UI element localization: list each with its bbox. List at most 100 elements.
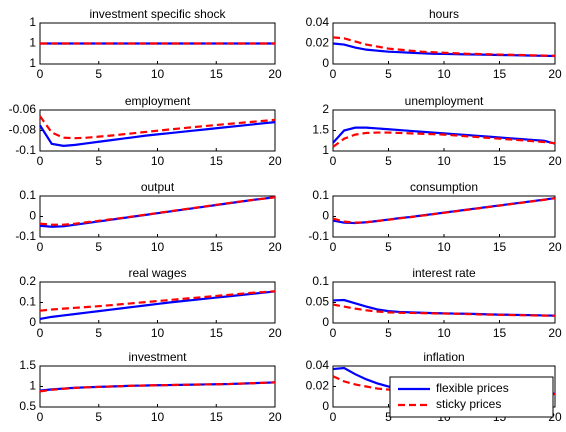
x-tick-label: 10 — [151, 240, 165, 254]
axes-frame — [332, 22, 556, 65]
x-tick-label: 5 — [385, 154, 392, 168]
axes-frame — [332, 281, 556, 324]
x-tick-label: 0 — [37, 410, 44, 424]
x-tick-label: 0 — [37, 67, 44, 81]
y-tick-label: 1 — [29, 36, 36, 50]
y-tick-label: -0.08 — [9, 123, 37, 137]
series-line — [332, 126, 556, 145]
y-tick-label: -0.06 — [9, 102, 37, 116]
subplot-title: consumption — [410, 180, 478, 194]
x-tick-label: 10 — [151, 154, 165, 168]
x-tick-label: 5 — [95, 240, 102, 254]
y-tick-label: -0.1 — [15, 143, 36, 157]
y-tick-label: 1.5 — [312, 123, 329, 137]
y-tick-label: 1 — [29, 379, 36, 393]
x-tick-label: 5 — [385, 326, 392, 340]
x-tick-label: 20 — [268, 410, 282, 424]
x-tick-label: 10 — [151, 326, 165, 340]
y-tick-label: 0.02 — [306, 36, 330, 50]
axes-frame — [332, 109, 556, 152]
x-tick-label: 0 — [37, 240, 44, 254]
x-tick-label: 15 — [210, 67, 224, 81]
x-tick-label: 20 — [268, 240, 282, 254]
series-line — [39, 290, 276, 312]
y-tick-label: 0.1 — [19, 188, 36, 202]
series-line — [39, 121, 276, 147]
y-tick-label: 0 — [322, 315, 329, 329]
x-tick-label: 15 — [210, 410, 224, 424]
x-tick-label: 20 — [548, 154, 562, 168]
x-tick-label: 10 — [437, 67, 451, 81]
x-tick-label: 10 — [151, 410, 165, 424]
x-tick-label: 5 — [385, 240, 392, 254]
x-tick-label: 10 — [437, 240, 451, 254]
axes-frame — [39, 281, 276, 324]
y-tick-label: 0 — [29, 315, 36, 329]
legend-box — [389, 376, 554, 418]
axes-frame — [39, 365, 276, 408]
x-tick-label: 15 — [210, 240, 224, 254]
x-tick-label: 5 — [95, 326, 102, 340]
series-line — [332, 131, 556, 148]
subplot-title: hours — [429, 7, 459, 21]
subplot-title: real wages — [128, 266, 186, 280]
x-tick-label: 0 — [330, 410, 337, 424]
series-line — [332, 303, 556, 317]
x-tick-label: 20 — [548, 67, 562, 81]
legend-label: sticky prices — [436, 397, 501, 411]
y-tick-label: 0.1 — [19, 295, 36, 309]
x-tick-label: 15 — [493, 326, 507, 340]
y-tick-label: 0 — [322, 209, 329, 223]
subplot-title: employment — [125, 94, 191, 108]
subplot-title: interest rate — [412, 266, 476, 280]
y-tick-label: 0.2 — [19, 274, 36, 288]
series-line — [332, 197, 556, 224]
y-tick-label: 0.1 — [312, 274, 329, 288]
y-tick-label: 0 — [322, 399, 329, 413]
y-tick-label: 1 — [322, 143, 329, 157]
x-tick-label: 15 — [210, 326, 224, 340]
subplot-title: investment specific shock — [89, 7, 226, 21]
series-line — [39, 115, 276, 140]
x-tick-label: 0 — [37, 326, 44, 340]
series-line — [39, 196, 276, 226]
x-tick-label: 20 — [548, 326, 562, 340]
x-tick-label: 5 — [95, 67, 102, 81]
x-tick-label: 15 — [210, 154, 224, 168]
y-tick-label: 0 — [322, 56, 329, 70]
x-tick-label: 15 — [493, 67, 507, 81]
y-tick-label: 0.04 — [306, 358, 330, 372]
y-tick-label: 0.5 — [19, 399, 36, 413]
x-tick-label: 20 — [268, 67, 282, 81]
y-tick-label: 1.5 — [19, 358, 36, 372]
y-tick-label: 1 — [29, 56, 36, 70]
x-tick-label: 20 — [548, 240, 562, 254]
x-tick-label: 0 — [37, 154, 44, 168]
series-line — [39, 290, 276, 320]
series-line — [332, 36, 556, 57]
x-tick-label: 10 — [437, 326, 451, 340]
x-tick-label: 5 — [385, 410, 392, 424]
x-tick-label: 20 — [268, 326, 282, 340]
x-tick-label: 0 — [330, 240, 337, 254]
x-tick-label: 15 — [493, 240, 507, 254]
y-tick-label: 0.04 — [306, 15, 330, 29]
subplot-title: inflation — [423, 350, 464, 364]
subplot-title: unemployment — [405, 94, 484, 108]
y-tick-label: 2 — [322, 102, 329, 116]
x-tick-label: 5 — [95, 154, 102, 168]
y-tick-label: -0.1 — [308, 229, 329, 243]
x-tick-label: 20 — [268, 154, 282, 168]
x-tick-label: 0 — [330, 326, 337, 340]
y-tick-label: 0.02 — [306, 379, 330, 393]
subplot-title: investment — [128, 350, 187, 364]
x-tick-label: 15 — [493, 154, 507, 168]
x-tick-label: 0 — [330, 154, 337, 168]
y-tick-label: 0 — [29, 209, 36, 223]
series-line — [39, 381, 276, 393]
subplot-title: output — [141, 180, 175, 194]
y-tick-label: 0.05 — [306, 295, 330, 309]
y-tick-label: 1 — [29, 15, 36, 29]
x-tick-label: 5 — [385, 67, 392, 81]
